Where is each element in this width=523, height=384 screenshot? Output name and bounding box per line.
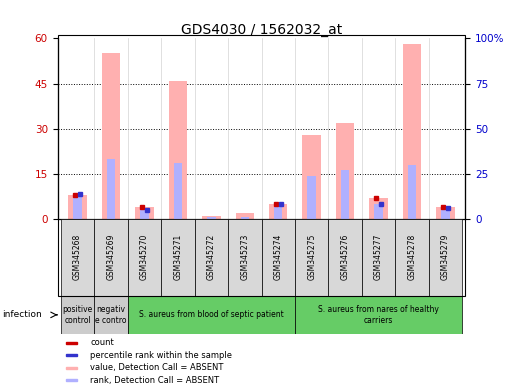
- Text: GSM345278: GSM345278: [407, 234, 416, 280]
- Bar: [61, 296, 94, 334]
- Text: positive
control: positive control: [62, 305, 93, 324]
- Text: GSM345275: GSM345275: [307, 234, 316, 280]
- Bar: [140, 210, 149, 219]
- Text: GSM345272: GSM345272: [207, 234, 216, 280]
- Bar: [94, 296, 128, 334]
- Bar: [228, 219, 262, 296]
- Bar: [369, 198, 388, 219]
- Bar: [102, 53, 120, 219]
- Bar: [66, 354, 77, 356]
- Bar: [241, 217, 249, 219]
- Bar: [341, 170, 349, 219]
- Bar: [61, 219, 94, 296]
- Text: GSM345273: GSM345273: [240, 234, 249, 280]
- Bar: [336, 122, 354, 219]
- Bar: [269, 204, 288, 219]
- Bar: [207, 217, 215, 219]
- Text: GSM345271: GSM345271: [174, 234, 183, 280]
- Text: GSM345270: GSM345270: [140, 234, 149, 280]
- Bar: [128, 219, 161, 296]
- Bar: [174, 163, 182, 219]
- Bar: [403, 45, 421, 219]
- Bar: [202, 216, 221, 219]
- Bar: [107, 159, 115, 219]
- Text: GSM345276: GSM345276: [340, 234, 349, 280]
- Bar: [128, 296, 295, 334]
- Bar: [66, 342, 77, 344]
- Text: infection: infection: [3, 310, 42, 319]
- Bar: [429, 219, 462, 296]
- Text: GSM345274: GSM345274: [274, 234, 283, 280]
- Text: percentile rank within the sample: percentile rank within the sample: [90, 351, 232, 360]
- Bar: [69, 195, 87, 219]
- Text: value, Detection Call = ABSENT: value, Detection Call = ABSENT: [90, 363, 223, 372]
- Bar: [436, 207, 454, 219]
- Bar: [235, 213, 254, 219]
- Bar: [295, 296, 462, 334]
- Text: count: count: [90, 338, 114, 347]
- Bar: [408, 165, 416, 219]
- Bar: [374, 204, 383, 219]
- Bar: [274, 204, 282, 219]
- Text: GSM345268: GSM345268: [73, 234, 82, 280]
- Bar: [295, 219, 328, 296]
- Bar: [195, 219, 228, 296]
- Bar: [161, 219, 195, 296]
- Bar: [73, 194, 82, 219]
- Text: GSM345269: GSM345269: [107, 234, 116, 280]
- Bar: [308, 175, 316, 219]
- Bar: [262, 219, 295, 296]
- Bar: [328, 219, 362, 296]
- Text: negativ
e contro: negativ e contro: [95, 305, 127, 324]
- Text: S. aureus from blood of septic patient: S. aureus from blood of septic patient: [139, 310, 283, 319]
- Title: GDS4030 / 1562032_at: GDS4030 / 1562032_at: [181, 23, 342, 37]
- Bar: [94, 219, 128, 296]
- Text: GSM345279: GSM345279: [441, 234, 450, 280]
- Text: rank, Detection Call = ABSENT: rank, Detection Call = ABSENT: [90, 376, 219, 384]
- Text: GSM345277: GSM345277: [374, 234, 383, 280]
- Bar: [66, 379, 77, 381]
- Bar: [135, 207, 154, 219]
- Bar: [169, 81, 187, 219]
- Bar: [66, 367, 77, 369]
- Bar: [395, 219, 429, 296]
- Text: S. aureus from nares of healthy
carriers: S. aureus from nares of healthy carriers: [318, 305, 439, 324]
- Bar: [362, 219, 395, 296]
- Bar: [441, 208, 450, 219]
- Bar: [302, 135, 321, 219]
